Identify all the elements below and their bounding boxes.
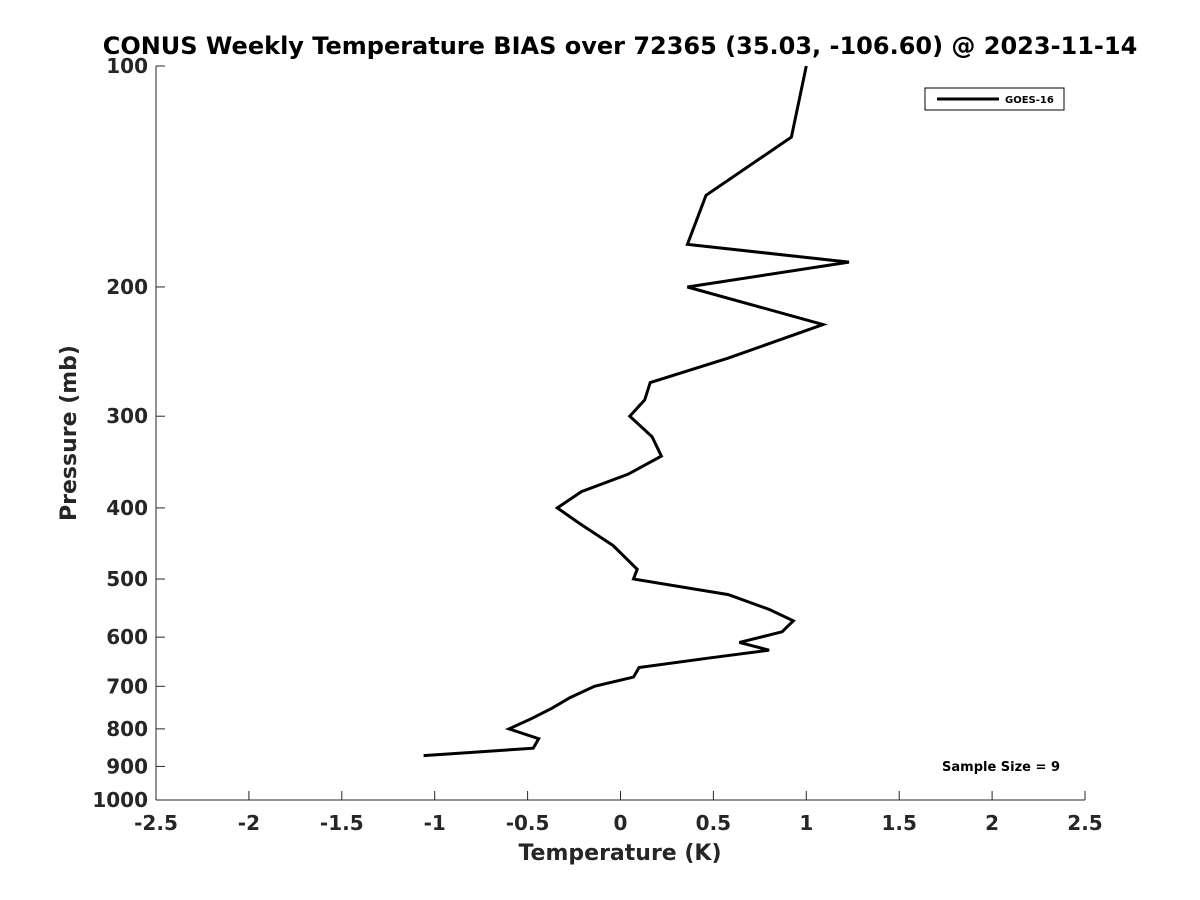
series-line-goes-16 (423, 65, 850, 758)
series-layer (423, 65, 850, 758)
legend-label-goes-16: GOES-16 (1005, 95, 1054, 106)
x-tick-label: 1.5 (881, 811, 916, 835)
chart-title: CONUS Weekly Temperature BIAS over 72365… (103, 32, 1138, 60)
x-tick-label: -2.5 (134, 811, 178, 835)
plot-area (155, 66, 1085, 801)
sample-size-annotation: Sample Size = 9 (942, 760, 1060, 775)
legend: GOES-16 (924, 87, 1065, 111)
y-tick-label: 100 (106, 54, 148, 78)
x-axis: -2.5 -2 -1.5 -1 -0.5 0 0.5 1 1.5 2 2.5 (134, 791, 1103, 835)
x-tick-label: 0 (614, 811, 628, 835)
x-tick-label: -0.5 (506, 811, 550, 835)
x-tick-label: -2 (238, 811, 260, 835)
y-tick-label: 500 (106, 567, 148, 591)
y-axis: 100 200 300 400 500 600 700 800 900 1000 (92, 54, 165, 812)
x-tick-label: 2.5 (1067, 811, 1102, 835)
x-tick-label: -1 (424, 811, 446, 835)
y-tick-label: 800 (106, 717, 148, 741)
x-tick-label: -1.5 (320, 811, 364, 835)
y-axis-label: Pressure (mb) (57, 345, 82, 521)
y-tick-label: 200 (106, 275, 148, 299)
y-tick-label: 700 (106, 674, 148, 698)
x-tick-label: 0.5 (696, 811, 731, 835)
y-tick-label: 300 (106, 404, 148, 428)
x-tick-label: 1 (799, 811, 813, 835)
y-tick-label: 1000 (92, 788, 148, 812)
x-tick-label: 2 (985, 811, 999, 835)
x-axis-label: Temperature (K) (518, 841, 721, 866)
y-tick-label: 600 (106, 625, 148, 649)
y-tick-label: 900 (106, 754, 148, 778)
y-tick-label: 400 (106, 496, 148, 520)
